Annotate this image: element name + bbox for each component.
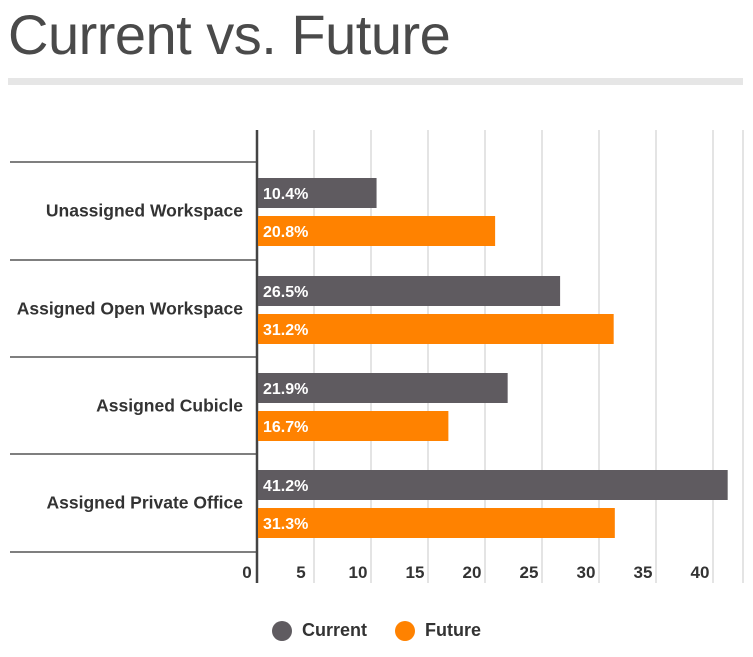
data-label-current-1: 26.5%: [263, 284, 308, 301]
legend-label-current: Current: [301, 620, 367, 640]
x-tick-label-40: 40: [691, 563, 710, 582]
legend-swatch-future: [395, 620, 415, 641]
x-tick-label-30: 30: [577, 563, 596, 582]
legend-swatch-current: [271, 620, 292, 641]
x-tick-label-15: 15: [406, 563, 425, 582]
x-tick-label-0: 0: [242, 563, 251, 582]
data-label-current-2: 21.9%: [263, 381, 308, 398]
bar-future-1: [258, 314, 614, 344]
data-label-current-3: 41.2%: [263, 478, 308, 495]
title-divider: [8, 78, 743, 85]
bar-future-3: [258, 508, 615, 538]
data-label-current-0: 10.4%: [263, 186, 308, 203]
category-label-1: Assigned Open Workspace: [17, 299, 244, 319]
bar-chart: 0 5 10 15 20 25 30 35 40 Unassigned Workspace Assi…: [10, 130, 744, 583]
chart-title: Current vs. Future: [8, 3, 451, 66]
legend-label-future: Future: [425, 620, 481, 640]
x-tick-label-25: 25: [520, 563, 539, 582]
data-label-future-2: 16.7%: [263, 419, 308, 436]
category-label-3: Assigned Private Office: [47, 493, 244, 513]
x-tick-label-20: 20: [463, 563, 482, 582]
legend-item-future: Future: [395, 620, 481, 641]
data-label-future-3: 31.3%: [263, 516, 308, 533]
x-tick-label-5: 5: [296, 563, 305, 582]
bar-current-3: [258, 470, 728, 500]
bar-future-2: [258, 411, 449, 441]
x-tick-label-10: 10: [349, 563, 368, 582]
data-label-future-1: 31.2%: [263, 322, 308, 339]
bar-current-0: [258, 178, 377, 208]
x-tick-label-35: 35: [634, 563, 653, 582]
legend: Current Future: [0, 620, 753, 641]
bar-future-0: [258, 216, 496, 246]
bar-current-1: [258, 276, 561, 306]
data-label-future-0: 20.8%: [263, 224, 308, 241]
bar-current-2: [258, 373, 508, 403]
legend-item-current: Current: [271, 620, 367, 641]
category-label-0: Unassigned Workspace: [46, 201, 243, 221]
category-label-2: Assigned Cubicle: [96, 396, 243, 416]
